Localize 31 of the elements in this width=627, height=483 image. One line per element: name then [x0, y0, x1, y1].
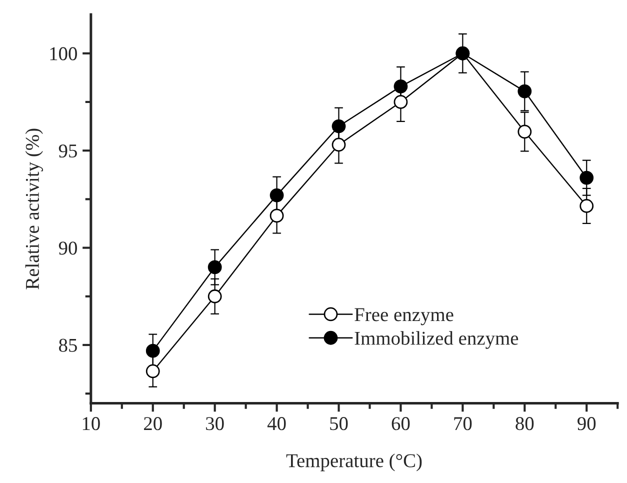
point [580, 170, 594, 185]
y-axis-title: Relative activity (%) [25, 128, 43, 290]
y-tick-label: 90 [58, 242, 77, 255]
point [394, 79, 408, 94]
point [208, 289, 222, 304]
point [518, 124, 532, 139]
x-tick-label: 80 [516, 417, 534, 430]
point [270, 208, 284, 223]
point [518, 84, 532, 98]
y-tick-label: 100 [50, 47, 77, 60]
point [394, 95, 408, 109]
x-tick-label: 50 [330, 417, 348, 430]
point [208, 260, 222, 274]
x-tick-label: 70 [454, 417, 472, 430]
point [146, 364, 160, 378]
x-tick-label: 30 [206, 417, 224, 430]
x-tick-label: 40 [267, 417, 286, 430]
point [270, 188, 284, 202]
legend-label: Immobilized enzyme [354, 331, 518, 349]
y-tick-label: 95 [58, 144, 77, 158]
point [332, 138, 346, 152]
point [580, 199, 594, 213]
point [146, 344, 160, 358]
x-axis-title: Temperature (°C) [286, 454, 422, 472]
x-tick-label: 90 [578, 417, 596, 430]
x-tick-label: 10 [82, 417, 100, 430]
x-tick-label: 60 [392, 417, 410, 430]
y-tick-label: 85 [59, 338, 77, 352]
point [332, 119, 346, 134]
legend-label: Free enzyme [354, 308, 454, 326]
x-tick-label: 20 [144, 417, 162, 430]
